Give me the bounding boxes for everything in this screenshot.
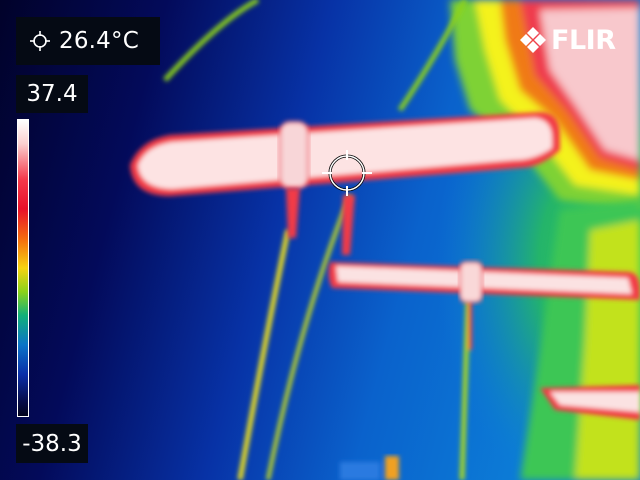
flir-logo-mark-icon: [520, 27, 546, 53]
temperature-color-bar: [17, 119, 29, 417]
spot-crosshair[interactable]: [322, 150, 372, 196]
spot-temperature-value: 26.4°C: [59, 28, 139, 54]
flir-logo: FLIR: [519, 24, 616, 56]
scale-min-value: -38.3: [16, 424, 88, 463]
scale-max-value: 37.4: [16, 75, 88, 113]
flir-logo-text: FLIR: [551, 24, 616, 56]
spot-meter-icon: [30, 31, 50, 51]
spot-temperature-readout: 26.4°C: [16, 17, 160, 65]
